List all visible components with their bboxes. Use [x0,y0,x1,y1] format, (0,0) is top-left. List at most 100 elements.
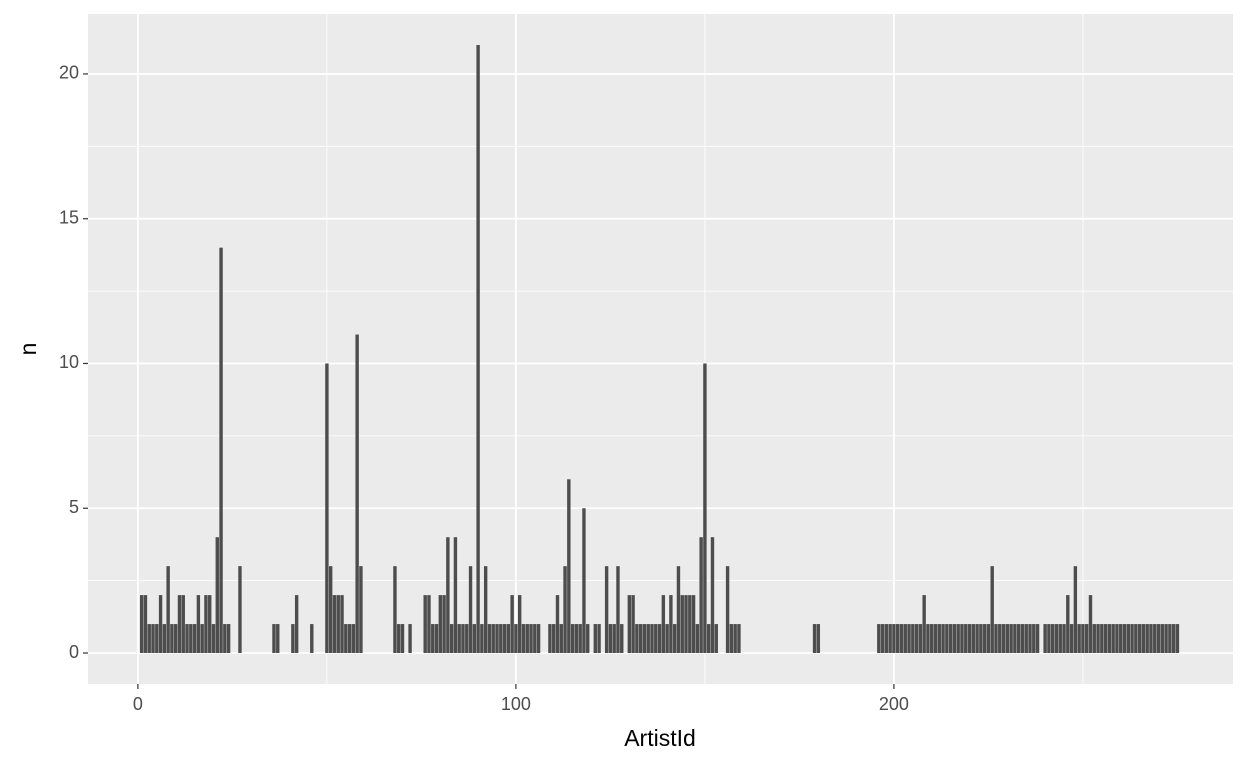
bar [499,624,503,654]
bar [604,566,609,654]
bar [328,566,333,654]
bar [1066,595,1070,654]
bar [956,624,960,654]
bar [952,624,957,654]
bar [408,624,412,654]
bar [922,595,926,654]
bar [465,624,469,654]
bar [1156,624,1161,654]
bar [226,624,231,654]
bar [1171,624,1176,654]
bar [332,595,337,654]
bar [1092,624,1096,654]
bar [665,624,669,654]
bar [593,624,597,654]
bar [642,624,647,654]
bar [896,624,900,654]
bar [529,624,533,654]
bar [438,595,443,654]
bar [657,624,662,654]
bar [699,537,703,654]
bar [1107,624,1112,654]
bar [650,624,654,654]
bar [1032,624,1036,654]
bar [880,624,885,654]
bar [449,624,454,654]
bar [737,624,741,654]
bar [510,595,514,654]
bar [1009,624,1013,654]
bar [166,566,170,654]
bar [359,566,363,654]
bar [1001,624,1006,654]
bar [223,624,227,654]
bar [1160,624,1165,654]
bar [272,624,276,654]
bar [139,595,144,654]
bar [888,624,892,654]
bar [733,624,737,654]
bar [468,566,473,654]
bar [911,624,915,654]
bar [1103,624,1108,654]
x-tick-label: 0 [133,694,143,714]
bar [620,624,624,654]
bar [907,624,911,654]
bar [990,566,994,654]
bar [170,624,174,654]
bar [548,624,552,654]
bar [491,624,495,654]
bar [1058,624,1062,654]
bar [525,624,529,654]
bar [729,624,734,654]
bar [937,624,941,654]
bar [185,624,189,654]
bar [434,624,439,654]
bar [147,624,151,654]
bar [310,624,314,654]
bar [967,624,972,654]
bar [627,595,632,654]
bar [1013,624,1017,654]
y-tick-label: 5 [69,497,79,517]
bar [1035,624,1040,654]
x-tick-label: 100 [501,694,531,714]
bar [143,595,148,654]
bar [1175,624,1180,654]
bar [669,595,673,654]
bar [355,334,359,654]
bar [192,624,197,654]
bar [914,624,919,654]
bar [597,624,601,654]
bar [1126,624,1130,654]
bar [340,595,344,654]
bar [476,44,480,654]
bar [552,624,556,654]
bar [680,595,684,654]
bar [189,624,193,654]
bar [1111,624,1115,654]
bar [608,624,613,654]
bar [638,624,643,654]
bar [684,595,688,654]
bar [211,624,216,654]
bar [155,624,159,654]
bar [948,624,953,654]
bar [661,595,666,654]
bar [563,566,567,654]
bar [892,624,896,654]
y-tick-label: 0 [69,642,79,662]
bar [582,508,586,654]
bar [654,624,658,654]
bar [1047,624,1051,654]
bar [1024,624,1028,654]
bar [688,595,692,654]
bar [945,624,949,654]
bar [351,624,356,654]
bar [1130,624,1134,654]
bar [994,624,998,654]
bar [1145,624,1149,654]
bar [536,624,541,654]
bar [612,624,616,654]
bar [971,624,976,654]
